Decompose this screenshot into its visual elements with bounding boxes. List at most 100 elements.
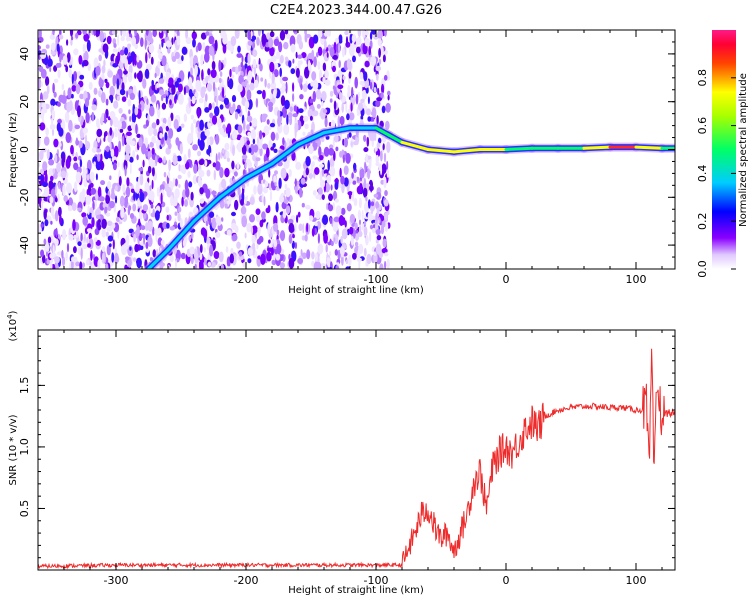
spectrogram-noise-cell [123,242,129,250]
spectrogram-noise-cell [259,147,263,157]
spectrogram-noise-cell [200,227,206,236]
spectrogram-noise-cell [249,122,252,127]
spectrogram-noise-cell [63,177,68,185]
spectrogram-noise-cell [323,146,330,157]
spectrogram-noise-cell [63,195,68,202]
spectrogram-noise-cell [79,159,83,168]
spectrogram-noise-cell [381,83,385,94]
spectrogram-noise-cell [330,240,334,247]
spectrogram-noise-cell [266,119,270,125]
spectrogram-noise-cell [117,132,121,141]
spectrogram-noise-cell [277,110,281,118]
spectrogram-noise-cell [175,259,177,269]
spectrogram-noise-cell [338,60,341,68]
spectrogram-noise-cell [125,256,130,261]
spectrogram-noise-cell [195,45,199,53]
spectrogram-noise-cell [185,37,192,45]
spectrogram-noise-cell [159,132,163,139]
spectrogram-noise-cell [194,263,197,269]
spectrogram-noise-cell [75,32,79,39]
spectrogram-noise-cell [130,122,136,131]
spectrogram-noise-cell [151,122,157,129]
spectrogram-noise-cell [55,227,58,238]
spectrogram-noise-cell [117,47,121,53]
spectrogram-noise-cell [212,162,216,168]
spectrogram-noise-cell [100,91,106,104]
spectrogram-noise-cell [288,169,292,177]
spectrogram-noise-cell [326,257,331,262]
spectrogram-noise-cell [292,234,295,239]
spectrogram-noise-cell [273,175,277,183]
spectrogram-noise-cell [73,181,78,193]
spectrogram-noise-cell [288,60,292,68]
spectrogram-noise-cell [226,266,232,269]
spectrogram-noise-cell [105,98,109,106]
spectrogram-noise-cell [308,173,314,179]
spectrogram-noise-cell [327,262,331,268]
spectrogram-noise-cell [109,110,116,120]
spectrogram-noise-cell [92,200,95,211]
spectrogram-noise-cell [127,99,132,107]
spectrogram-noise-cell [384,252,389,257]
spectrogram-noise-cell [127,43,132,48]
spectrogram-noise-cell [219,167,224,179]
spectrogram-noise-cell [376,97,382,102]
spectrogram-noise-cell [230,247,234,255]
spectrogram-noise-cell [134,72,137,79]
spectrogram-noise-cell [54,153,58,164]
spectrogram-noise-cell [50,98,56,107]
spectrogram-noise-cell [347,133,350,140]
spectrogram-noise-cell [174,188,180,199]
spectrogram-noise-cell [93,87,98,95]
spectrogram-noise-cell [165,125,170,132]
spectrogram-noise-cell [292,82,295,92]
spectrogram-noise-cell [190,122,194,135]
spectrogram-noise-cell [48,180,54,190]
spectrogram-noise-cell [47,58,53,67]
spectrogram-noise-cell [251,234,256,244]
spectrogram-noise-cell [58,127,64,137]
spectrogram-noise-cell [256,238,262,245]
spectrogram-noise-cell [232,144,235,157]
colorbar-tick-label: 0.6 [696,117,709,135]
spectrogram-noise-cell [308,145,314,155]
spectrogram-noise-cell [107,181,112,190]
spectrogram-noise-cell [205,93,208,102]
spectrogram-noise-cell [52,82,55,94]
spectrogram-noise-cell [198,159,205,166]
spectrogram-noise-cell [96,128,103,138]
spectrogram-noise-cell [241,144,247,155]
spectrogram-noise-cell [370,205,374,215]
spectrogram-noise-cell [198,98,204,104]
spectrogram-noise-cell [374,146,378,152]
spectrogram-noise-cell [150,192,154,203]
spectrogram-noise-cell [341,228,348,240]
spectrogram-noise-cell [205,31,210,36]
snr-plot-area [38,330,675,570]
spectrogram-noise-cell [174,81,179,88]
spectrogram-noise-cell [330,184,333,191]
spectrogram-noise-cell [282,76,289,82]
spectrogram-trace-core [322,126,352,135]
spectrogram-noise-cell [328,147,335,156]
spectrogram-noise-cell [134,243,139,253]
spectrogram-noise-cell [130,188,135,193]
spectrogram-noise-cell [376,142,380,148]
spectrogram-noise-cell [66,182,72,194]
spectrogram-noise-cell [384,260,387,269]
spectrogram-noise-cell [380,92,384,99]
spectrogram-noise-cell [258,139,263,150]
spectrogram-noise-cell [234,30,240,39]
spectrogram-noise-cell [50,175,54,182]
spectrogram-noise-cell [211,217,217,229]
spectrogram-noise-cell [246,222,252,233]
spectrogram-noise-cell [224,57,227,66]
spectrogram-noise-cell [178,126,182,132]
spectrogram-noise-cell [221,178,227,189]
spectrogram-noise-cell [61,83,65,90]
spectrogram-noise-cell [339,115,345,126]
colorbar-ticks: 0.0 0.2 0.4 0.6 0.8 [696,69,736,278]
spectrogram-noise-cell [347,84,351,94]
spectrogram-noise-cell [75,171,82,184]
